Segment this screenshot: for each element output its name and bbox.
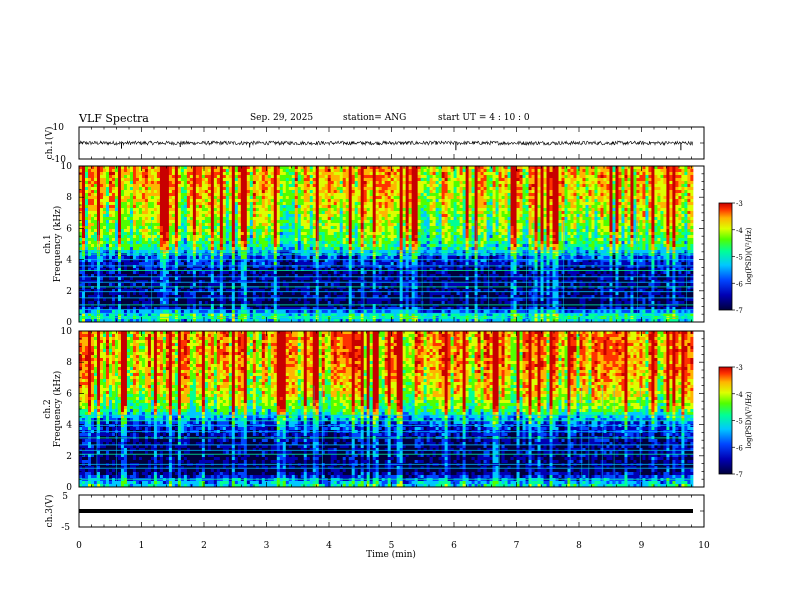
- ch2-spectrogram-ylabel-line2: Frequency (kHz): [52, 371, 63, 448]
- x-tick-label: 5: [389, 541, 395, 551]
- x-tick-label: 6: [451, 541, 457, 551]
- colorbar-tick-label: -6: [736, 280, 743, 288]
- ch1-noise-line: [78, 140, 694, 147]
- ch1-ytick-label: 2: [66, 287, 72, 297]
- ch2-colorbar: [718, 366, 733, 475]
- ch3-ytick-top: 5: [62, 492, 68, 502]
- ch1-spectrogram-image: [79, 166, 704, 323]
- colorbar-tick-label: -5: [736, 418, 743, 426]
- x-axis-label: Time (min): [366, 549, 416, 560]
- x-tick-label: 4: [326, 541, 332, 551]
- ch1-ytick-label: 10: [61, 162, 73, 172]
- ch1-ytick-label: 8: [66, 193, 72, 203]
- ch2-spectrogram-ylabel-line1: ch.2: [43, 399, 53, 418]
- colorbar-tick-label: -7: [736, 307, 743, 315]
- axis-ticks: [78, 126, 705, 528]
- chart-title: VLF Spectra: [79, 112, 149, 125]
- x-tick-label: 9: [639, 541, 645, 551]
- ch2-ytick-label: 8: [66, 358, 72, 368]
- ch1-ytick-top: 10: [53, 123, 65, 133]
- ch3-ytick-bottom: -5: [61, 523, 70, 533]
- x-tick-labels: 0 1 2 3 4 5 6 7 8 9 10: [76, 541, 710, 551]
- ch1-spectrogram-ylabel-line1: ch.1: [43, 234, 53, 253]
- ch1-ytick-label: 4: [66, 256, 72, 266]
- ch2-ytick-label: 2: [66, 452, 72, 462]
- ch2-ytick-label: 4: [66, 421, 72, 431]
- colorbar-tick-label: -3: [736, 200, 743, 208]
- ch2-ytick-label: 0: [66, 483, 72, 493]
- ch1-waveform-ylabel: ch.1(V): [44, 127, 55, 160]
- ch2-colorbar-label: log(PSD)(V²/Hz): [745, 391, 753, 448]
- ch1-ytick-label: 0: [66, 318, 72, 328]
- header-date: Sep. 29, 2025: [250, 113, 314, 123]
- colorbar-tick-label: -4: [736, 391, 743, 399]
- ch2-ytick-label: 6: [66, 389, 72, 399]
- colorbar-tick-label: -5: [736, 254, 743, 262]
- ch1-colorbar: [718, 202, 733, 311]
- ch1-ytick-bottom: -10: [52, 155, 67, 165]
- ch1-spectrogram-ylabel-line2: Frequency (kHz): [52, 206, 63, 283]
- x-tick-label: 8: [576, 541, 582, 551]
- x-tick-label: 2: [201, 541, 207, 551]
- x-tick-label: 0: [76, 541, 82, 551]
- ch1-colorbar-label: log(PSD)(V²/Hz): [745, 227, 753, 284]
- ch2-ytick-label: 10: [61, 327, 73, 337]
- ch3-waveform-ylabel: ch.3(V): [44, 495, 55, 528]
- header-start-time: start UT = 4 : 10 : 0: [438, 113, 530, 123]
- x-tick-label: 7: [514, 541, 520, 551]
- colorbar-tick-label: -7: [736, 471, 743, 479]
- colorbar-tick-label: -3: [736, 364, 743, 372]
- ch3-waveform-trace: [79, 509, 693, 513]
- x-tick-label: 10: [698, 541, 710, 551]
- x-tick-label: 1: [139, 541, 145, 551]
- ch1-waveform-trace: [78, 140, 694, 151]
- colorbar-tick-label: -4: [736, 227, 743, 235]
- colorbar-tick-labels: -3 -4 -5 -6 -7 -3 -4 -5 -6 -7: [732, 200, 743, 479]
- x-tick-label: 3: [264, 541, 270, 551]
- colorbar-tick-label: -6: [736, 444, 743, 452]
- ch2-spectrogram-image: [79, 331, 704, 488]
- ch1-ytick-label: 6: [66, 224, 72, 234]
- header-station: station= ANG: [343, 113, 407, 123]
